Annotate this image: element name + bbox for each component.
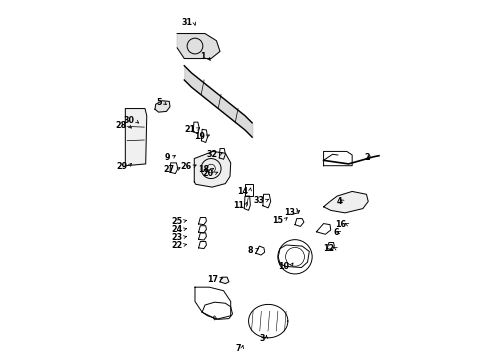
Text: 28: 28 [116,121,127,130]
Text: 25: 25 [171,217,182,226]
Text: 12: 12 [323,244,335,253]
Text: 2: 2 [364,153,369,162]
Text: 4: 4 [336,197,342,206]
Text: 8: 8 [248,246,253,255]
Text: 32: 32 [207,150,218,159]
Text: 16: 16 [336,220,346,229]
Text: 9: 9 [165,153,171,162]
Text: 17: 17 [207,275,218,284]
Text: 13: 13 [284,208,295,217]
Text: 14: 14 [238,187,248,196]
Text: 3: 3 [260,334,265,343]
Text: 6: 6 [334,228,339,237]
Text: 29: 29 [116,162,127,171]
Text: 23: 23 [171,233,182,242]
Text: 7: 7 [235,344,241,353]
Bar [245,184,253,196]
Text: 1: 1 [200,52,206,61]
Text: 19: 19 [194,132,205,141]
Text: 11: 11 [234,201,245,210]
Polygon shape [323,192,368,213]
Text: 20: 20 [202,169,213,178]
Polygon shape [125,109,147,166]
Text: 31: 31 [182,18,193,27]
Text: 10: 10 [278,262,289,271]
Text: 24: 24 [171,225,182,234]
Text: 33: 33 [253,196,264,205]
Text: 21: 21 [184,125,196,134]
Text: 26: 26 [181,162,192,171]
Text: 27: 27 [164,166,175,175]
Text: 15: 15 [272,216,283,225]
Text: 22: 22 [171,240,182,249]
Polygon shape [155,101,170,112]
Text: 30: 30 [123,116,134,125]
Polygon shape [177,33,220,59]
Text: 5: 5 [156,98,161,107]
Polygon shape [194,152,231,187]
Polygon shape [220,277,229,284]
Text: 18: 18 [198,166,209,175]
